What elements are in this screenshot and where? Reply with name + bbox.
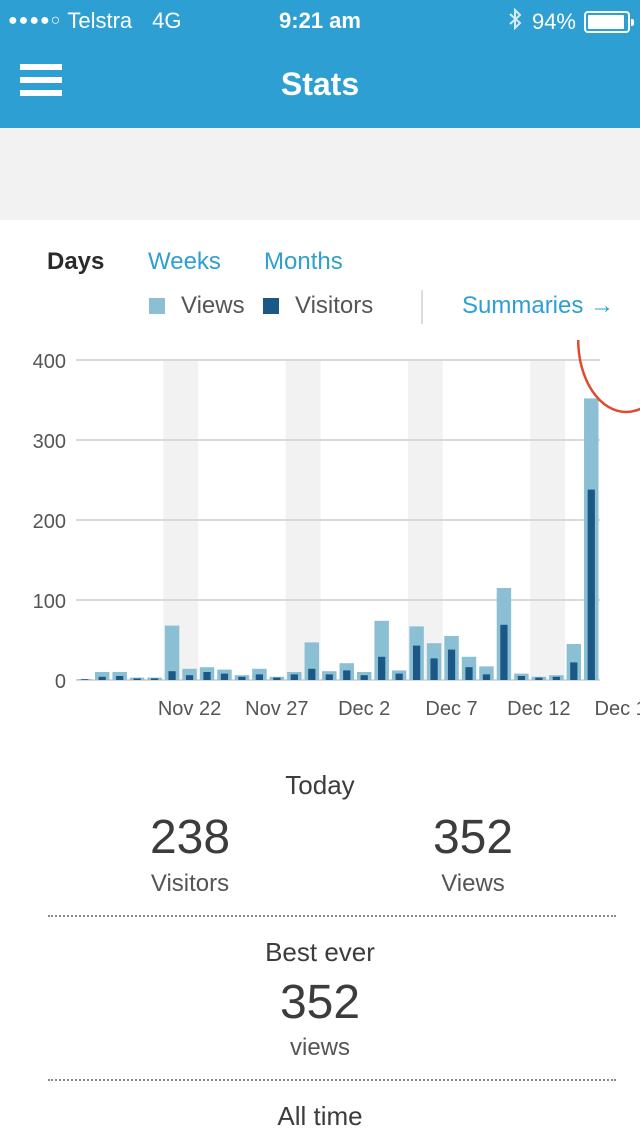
best-ever-value: 352 — [279, 976, 361, 1029]
all-time-label: All time — [277, 1101, 363, 1131]
visitors-bar — [517, 676, 526, 680]
visitors-bar — [500, 624, 508, 680]
y-tick-label: 400 — [33, 351, 66, 373]
visitors-bar — [116, 676, 124, 680]
carrier-name: Telstra — [67, 8, 133, 33]
status-bar: ●●●●○ Telstra 4G 9:21 am 94% — [0, 0, 640, 40]
visitors-bar — [98, 676, 106, 680]
clock: 9:21 am — [279, 8, 361, 33]
app-header: ●●●●○ Telstra 4G 9:21 am 94% Stats — [0, 0, 640, 128]
visitors-bar — [273, 677, 281, 680]
best-ever-unit: views — [289, 1034, 350, 1061]
visitors-bar — [203, 672, 211, 680]
y-tick-label: 100 — [33, 591, 66, 613]
visitors-bar — [412, 645, 421, 680]
x-tick-label: Nov 27 — [245, 698, 308, 720]
hamburger-menu-icon[interactable] — [20, 64, 62, 102]
today-label: Today — [285, 770, 355, 800]
visitors-bar — [255, 674, 264, 680]
visitors-bar — [430, 658, 438, 680]
x-tick-label: Dec 2 — [338, 698, 390, 720]
y-tick-label: 300 — [33, 431, 66, 453]
visitors-bar — [185, 675, 194, 680]
visitors-bar — [133, 678, 141, 680]
stats-divider — [48, 915, 616, 917]
visitors-bar — [150, 678, 159, 680]
visitors-bar — [343, 670, 351, 680]
page-title: Stats — [280, 66, 360, 102]
views-swatch — [149, 298, 165, 314]
today-views-value: 352 — [432, 811, 514, 864]
visitors-bar — [378, 656, 386, 680]
today-views-label: Views — [441, 870, 505, 897]
visitors-swatch — [263, 298, 279, 314]
battery-percentage: 94% — [531, 9, 576, 34]
highlight-circle — [576, 340, 640, 414]
visitors-bar — [360, 675, 368, 680]
today-visitors-value: 238 — [149, 811, 231, 864]
battery-fill — [588, 15, 624, 29]
visitors-bar — [290, 674, 298, 680]
visitors-bar — [587, 489, 595, 680]
legend-visitors-label: Visitors — [295, 292, 374, 319]
tab-days[interactable]: Days — [47, 248, 105, 275]
signal-strength: ●●●●○ — [8, 12, 62, 29]
visitors-bar — [308, 668, 316, 680]
tab-months[interactable]: Months — [264, 248, 343, 275]
period-tabs: Days Weeks Months — [0, 248, 640, 282]
visitors-bar — [168, 671, 176, 680]
views-bar — [94, 672, 110, 680]
visitors-bar — [535, 677, 543, 680]
tab-weeks[interactable]: Weeks — [148, 248, 221, 275]
visitors-bar — [220, 673, 229, 680]
visitors-bar — [395, 673, 403, 680]
bluetooth-icon — [508, 7, 522, 36]
legend-divider — [421, 290, 423, 324]
visitors-bar — [465, 667, 473, 680]
chart-legend: Views Visitors Summaries → — [0, 290, 640, 324]
visitors-bar — [238, 676, 246, 680]
today-visitors-label: Visitors — [150, 870, 230, 897]
visitors-bar — [325, 674, 333, 680]
visitors-bar — [570, 662, 578, 680]
x-tick-label: Nov 22 — [158, 698, 221, 720]
visitors-bar — [552, 676, 560, 680]
visitors-bar — [81, 679, 89, 680]
visitors-bar — [447, 649, 456, 680]
network-type: 4G — [152, 8, 182, 33]
stats-bar-chart: 0 100 200 300 400 Nov 22 Nov 27 Dec 2 Dec 7 Dec 1… — [33, 340, 640, 720]
x-tick-label: Dec 12 — [507, 698, 570, 720]
y-tick-label: 0 — [55, 671, 66, 693]
battery-icon — [584, 11, 634, 33]
visitors-bar — [482, 674, 491, 680]
summaries-link[interactable]: Summaries → — [462, 292, 615, 319]
stats-divider — [48, 1079, 616, 1081]
views-bar — [182, 668, 197, 680]
legend-views-label: Views — [181, 292, 245, 319]
y-tick-label: 200 — [33, 511, 66, 533]
best-ever-label: Best ever — [265, 937, 375, 967]
ad-banner-area — [0, 128, 640, 220]
x-tick-label: Dec 7 — [425, 698, 477, 720]
views-bar — [164, 625, 180, 680]
x-tick-label: Dec 17 — [595, 698, 640, 720]
